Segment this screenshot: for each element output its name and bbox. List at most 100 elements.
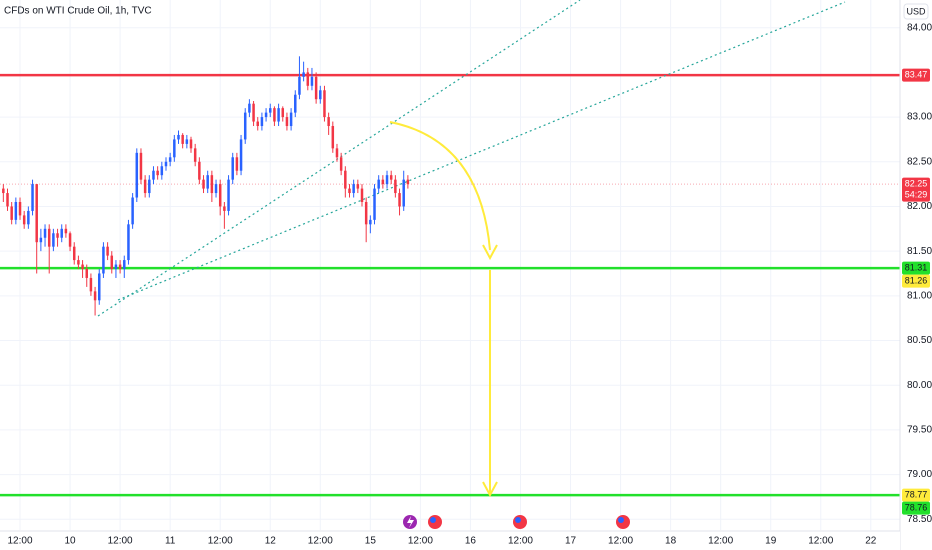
candle-body	[398, 193, 401, 207]
y-tick-label: 82.00	[907, 201, 932, 212]
candle-body	[319, 90, 322, 100]
candle-body	[327, 117, 330, 127]
candle-body	[369, 219, 372, 225]
candle-body	[364, 201, 368, 225]
candle-body	[118, 264, 122, 270]
candle-body	[156, 170, 159, 176]
candle-body	[177, 134, 180, 140]
candle-body	[89, 277, 93, 292]
candle-body	[198, 161, 201, 180]
y-tick-label: 82.50	[907, 156, 932, 167]
arrow-head	[482, 481, 498, 498]
candle-body	[14, 201, 18, 220]
candle-body	[248, 103, 251, 113]
candle-body	[56, 233, 59, 238]
candle-body	[168, 157, 172, 162]
x-tick-label: 17	[565, 536, 577, 547]
candle-body	[389, 175, 393, 180]
x-tick-label: 22	[865, 536, 877, 547]
x-tick-label: 16	[465, 536, 477, 547]
candle-body	[52, 233, 55, 247]
candle-body	[360, 188, 364, 202]
currency: USD	[906, 6, 926, 16]
candle-body	[85, 269, 88, 278]
candle-body	[98, 273, 101, 301]
candle-body	[231, 157, 234, 180]
currency-button[interactable]	[903, 3, 929, 20]
x-tick-label: 10	[65, 536, 77, 547]
price-badge	[902, 488, 930, 502]
x-tick-label: 12	[265, 536, 277, 547]
y-tick-label: 83.00	[907, 112, 932, 123]
candle-body	[68, 233, 72, 247]
candle-body	[139, 152, 143, 180]
candle-body	[323, 90, 326, 118]
candle-body	[302, 72, 305, 77]
y-tick-label: 80.00	[907, 380, 932, 391]
candle-body	[331, 126, 335, 149]
candle-body	[202, 179, 205, 189]
candle-body	[164, 161, 168, 167]
candle-body	[114, 264, 118, 270]
event-icon-glyph	[407, 516, 414, 528]
event-icon-glyph	[618, 517, 624, 523]
candle-body	[131, 197, 134, 225]
candle-body	[218, 184, 222, 207]
event-icon-glyph	[515, 517, 521, 523]
candle-body	[239, 139, 243, 171]
price-badge-label: 82.25	[905, 178, 928, 188]
candle-body	[256, 121, 259, 127]
candle-body	[77, 260, 80, 265]
candle-body	[81, 264, 84, 270]
candle-body	[193, 148, 197, 162]
candle-body	[47, 228, 51, 247]
y-tick-label: 84.00	[907, 22, 932, 33]
x-tick-label: 15	[365, 536, 377, 547]
countdown: 54:29	[905, 189, 928, 199]
candle-body	[344, 170, 347, 189]
candle-body	[214, 184, 218, 194]
x-tick-label: 12:00	[808, 536, 833, 547]
candle-body	[2, 188, 5, 194]
trend-line	[97, 0, 581, 317]
candle-body	[39, 237, 43, 243]
candle-body	[339, 157, 343, 171]
y-tick-label: 78.50	[907, 514, 932, 525]
candle-body	[252, 103, 255, 122]
candle-body	[356, 184, 360, 189]
price-badge-label: 78.76	[905, 503, 928, 513]
candle-body	[72, 246, 76, 261]
candle-body	[18, 201, 22, 216]
candle-body	[264, 112, 268, 118]
candle-body	[173, 139, 176, 158]
price-badge-label: 81.26	[905, 276, 928, 286]
x-tick-label: 18	[665, 536, 677, 547]
y-tick-label: 79.00	[907, 469, 932, 480]
y-tick-label: 79.50	[907, 425, 932, 436]
price-badge	[902, 501, 930, 515]
candle-body	[298, 76, 301, 95]
x-tick-label: 12:00	[708, 536, 733, 547]
x-tick-label: 12:00	[208, 536, 233, 547]
projection-curve	[389, 121, 491, 251]
arrow-head	[482, 244, 498, 261]
candle-body	[377, 179, 380, 189]
candle-body	[160, 166, 164, 176]
candle-body	[206, 175, 209, 189]
candle-body	[285, 117, 289, 127]
candle-body	[289, 112, 293, 127]
candle-body	[123, 260, 126, 270]
candle-body	[135, 152, 139, 198]
candle-body	[394, 179, 397, 194]
candle-body	[6, 193, 9, 207]
candle-body	[110, 255, 114, 270]
candle-body	[306, 72, 310, 86]
candle-body	[181, 134, 184, 144]
candle-body	[93, 291, 97, 301]
candle-body	[402, 179, 405, 207]
candle-body	[210, 175, 214, 194]
candle-body	[22, 215, 26, 225]
event-icon-glyph	[430, 517, 436, 523]
